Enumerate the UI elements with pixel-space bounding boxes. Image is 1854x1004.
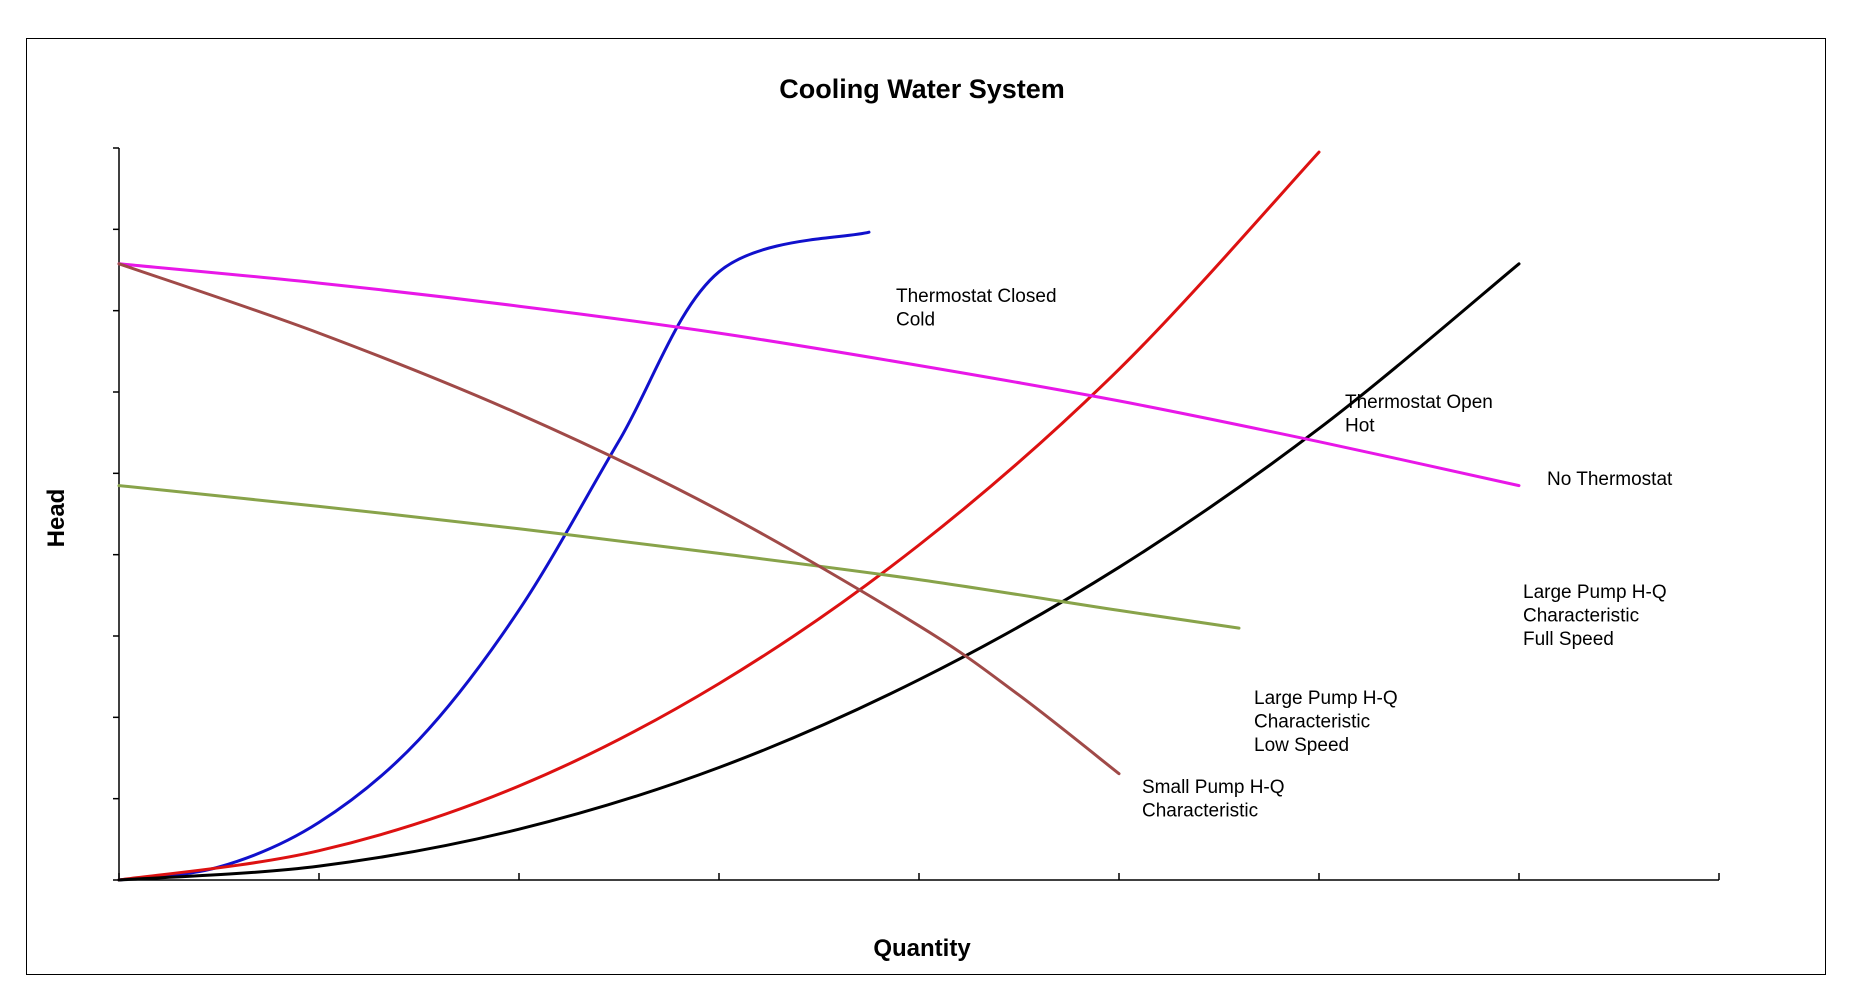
series-line-thermostat-closed [117, 230, 871, 882]
series-line-no-thermostat [117, 262, 1521, 882]
curve-label-large-pump-full: Large Pump H-Q Characteristic Full Speed [1523, 582, 1667, 650]
curve-label-line: Large Pump H-Q [1523, 582, 1667, 603]
x-axis-label: Quantity [873, 935, 971, 962]
series-line-large-pump-low [117, 484, 1241, 630]
curve-label-large-pump-low: Large Pump H-Q Characteristic Low Speed [1254, 688, 1398, 756]
series-line-large-pump-full [117, 262, 1521, 488]
curve-label-line: Hot [1345, 416, 1375, 437]
curve-labels: Thermostat Closed Cold Thermostat Open Hot N… [896, 286, 1673, 822]
series-line-small-pump [117, 262, 1121, 776]
curve-label-thermostat-closed: Thermostat Closed Cold [896, 286, 1057, 331]
curve-label-line: Cold [896, 310, 935, 331]
curve-label-line: Full Speed [1523, 629, 1614, 650]
y-axis-label: Head [43, 489, 70, 548]
curve-label-thermostat-open: Thermostat Open Hot [1345, 392, 1493, 437]
curve-label-no-thermostat: No Thermostat [1547, 469, 1673, 490]
curve-label-line: Thermostat Open [1345, 392, 1493, 413]
curve-label-line: Small Pump H-Q [1142, 777, 1285, 798]
curve-label-line: Large Pump H-Q [1254, 688, 1398, 709]
series-group [117, 150, 1521, 882]
curve-label-line: Characteristic [1254, 712, 1370, 733]
curve-label-line: Characteristic [1142, 801, 1258, 822]
curve-label-line: Low Speed [1254, 735, 1349, 756]
curve-label-small-pump: Small Pump H-Q Characteristic [1142, 777, 1285, 822]
series-line-thermostat-open [117, 150, 1321, 882]
curve-label-line: Characteristic [1523, 606, 1639, 627]
chart-title: Cooling Water System [779, 74, 1065, 104]
chart-frame [26, 38, 1826, 975]
curve-label-line: Thermostat Closed [896, 286, 1057, 307]
axes [113, 147, 1720, 881]
curve-label-line: No Thermostat [1547, 469, 1673, 490]
